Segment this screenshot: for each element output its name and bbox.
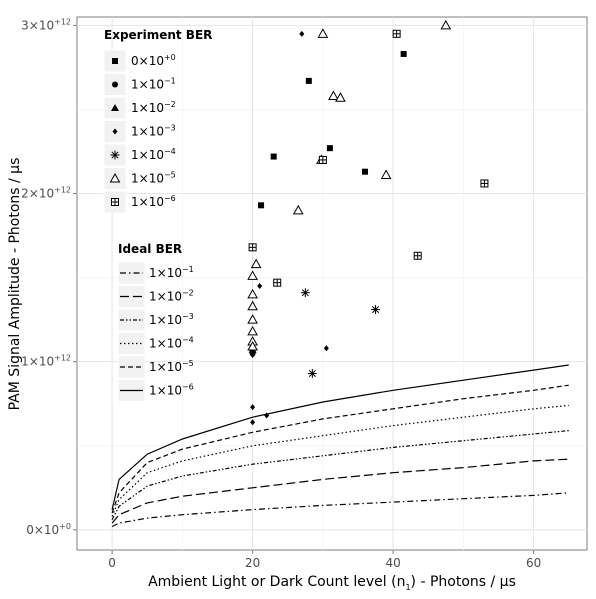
ideal-ber-line-2 (111, 458, 569, 524)
experiment-point-open-triangle (247, 341, 258, 351)
ideal-ber-line-6 (111, 364, 569, 510)
experiment-point-asterisk (300, 288, 310, 298)
legend-experiment-ber: Experiment BER 0×10+0 1×10−1 1×10−2 1×10−3 1… (103, 28, 212, 214)
experiment-point-square (362, 168, 369, 175)
y-axis-title: PAM Signal Amplitude - Photons / µs (7, 158, 23, 411)
experiment-point-open-triangle (292, 204, 304, 215)
x-axis-ticks: 0 20 40 60 (108, 550, 541, 570)
experiment-point-diamond (257, 283, 263, 290)
experiment-point-open-triangle (317, 28, 329, 38)
legend-key-open-triangle (109, 172, 121, 183)
experiment-point-diamond (264, 412, 270, 419)
legend-entry-label: 1×10−5 (149, 359, 194, 374)
experiment-point-asterisk (371, 305, 381, 315)
legend-entry-label: 1×10−6 (149, 383, 194, 398)
legend-key-box (117, 285, 146, 308)
x-tick-label: 60 (526, 556, 541, 570)
experiment-point-boxplus (248, 243, 257, 252)
legend-key-box (117, 332, 146, 355)
legend-entry-label: 1×10−1 (131, 77, 176, 92)
experiment-point-boxplus (413, 251, 422, 260)
legend-key-boxplus (111, 198, 119, 206)
experiment-point-open-triangle (335, 92, 346, 102)
legend-entry-label: 1×10−1 (149, 265, 194, 280)
experiment-point-boxplus (273, 278, 282, 287)
x-tick-label: 0 (108, 556, 116, 570)
experiment-point-square (400, 50, 407, 57)
ideal-ber-lines (111, 364, 569, 528)
experiment-point-square (258, 202, 265, 209)
y-tick-label: 1×10+12 (21, 354, 71, 369)
ideal-ber-line-5 (111, 384, 569, 514)
experiment-point-diamond (323, 345, 329, 352)
legend-key-asterisk (110, 150, 120, 160)
experiment-point-square (326, 145, 333, 152)
experiment-point-diamond (250, 419, 256, 426)
legend-key-triangle (111, 104, 119, 111)
legend-entry-label: 0×10+0 (131, 53, 176, 68)
legend-entry-label: 1×10−5 (131, 171, 176, 186)
x-tick-label: 40 (385, 556, 400, 570)
experiment-point-diamond (250, 351, 256, 358)
experiment-ber-points (247, 19, 489, 426)
experiment-point-diamond (250, 404, 256, 411)
y-tick-label: 0×10+0 (26, 522, 71, 537)
y-tick-label: 2×10+12 (21, 186, 71, 201)
experiment-point-asterisk (307, 368, 317, 378)
legend-entry-label: 1×10−4 (131, 147, 176, 162)
legend-key-box (117, 308, 146, 332)
experiment-point-open-triangle (247, 314, 258, 324)
experiment-point-boxplus (392, 29, 401, 38)
experiment-point-open-triangle (247, 300, 258, 311)
y-tick-label: 3×10+12 (21, 17, 71, 32)
legend-entry-label: 1×10−3 (149, 312, 194, 327)
legend-key-circle (112, 81, 118, 88)
legend-entry-label: 1×10−3 (131, 124, 176, 139)
experiment-point-open-triangle (247, 288, 258, 299)
legend-key-square (112, 58, 118, 64)
legend-key-box (117, 261, 146, 285)
plot-panel (76, 16, 588, 551)
experiment-point-square (305, 77, 312, 84)
experiment-point-square (270, 153, 277, 160)
experiment-point-diamond (299, 30, 305, 37)
y-axis-ticks: 0×10+0 1×10+12 2×10+12 3×10+12 (21, 17, 77, 537)
legend-ideal-ber: Ideal BER 1×10−1 1×10−2 1×10−3 1×10−4 1×10−5… (117, 242, 194, 402)
experiment-point-boxplus (480, 179, 489, 188)
legend-entry-label: 1×10−6 (131, 194, 176, 209)
experiment-point-open-triangle (247, 270, 258, 280)
legend-entry-label: 1×10−2 (131, 100, 176, 115)
experiment-point-open-triangle (440, 19, 452, 30)
legend-entry-label: 1×10−4 (149, 336, 194, 351)
legend-ideal-title: Ideal BER (118, 242, 182, 256)
ideal-ber-line-3 (111, 430, 569, 520)
legend-key-diamond (112, 128, 118, 135)
experiment-point-open-triangle (247, 325, 258, 336)
ideal-ber-line-1 (111, 492, 569, 528)
experiment-point-open-triangle (380, 169, 392, 180)
x-axis-title: Ambient Light or Dark Count level (n1) -… (148, 574, 516, 592)
x-tick-label: 20 (245, 556, 260, 570)
legend-experiment-title: Experiment BER (104, 28, 212, 42)
minor-gridlines (77, 17, 587, 550)
experiment-point-open-triangle (328, 90, 339, 101)
experiment-point-boxplus (318, 155, 327, 164)
legend-entry-label: 1×10−2 (149, 289, 194, 304)
experiment-point-open-triangle (250, 258, 262, 269)
